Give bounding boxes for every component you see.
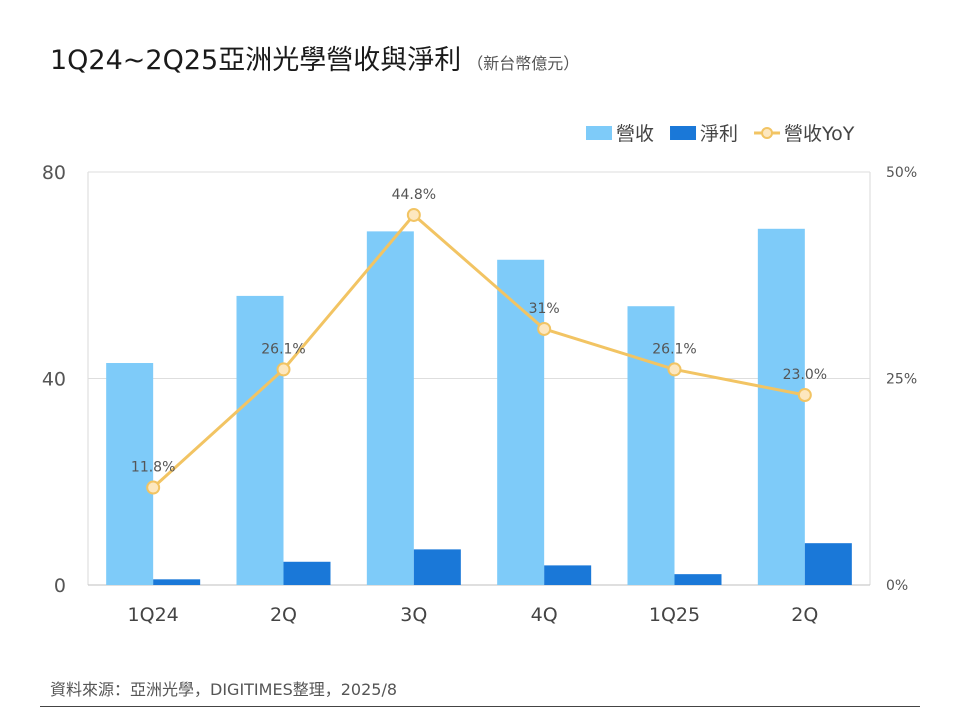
bar-net-income [804, 543, 852, 585]
bar-revenue [106, 363, 154, 585]
yoy-point [406, 207, 421, 222]
bar-revenue [627, 306, 675, 585]
yoy-data-label: 31% [529, 301, 560, 317]
bar-revenue [497, 259, 545, 585]
bar-net-income [544, 565, 592, 585]
right-axis-tick-label: 25% [886, 372, 917, 388]
yoy-point [276, 362, 291, 377]
chart-title-text: 1Q24~2Q25亞洲光學營收與淨利 [50, 45, 462, 76]
legend-label: 營收YoY [784, 123, 855, 145]
right-axis-tick-label: 50% [886, 165, 917, 181]
bar-revenue [366, 231, 414, 585]
bar-net-income [674, 574, 722, 585]
legend: 營收 淨利 營收YoY [586, 123, 855, 145]
left-axis-tick-label: 0 [54, 575, 66, 597]
yoy-data-label: 26.1% [261, 341, 305, 357]
bar-net-income [283, 561, 331, 585]
x-axis-tick-label: 2Q [791, 604, 818, 626]
legend-swatch [586, 126, 612, 140]
source-note: 資料來源：亞洲光學，DIGITIMES整理，2025/8 [50, 680, 398, 699]
yoy-data-label: 11.8% [131, 460, 175, 476]
x-axis-tick-label: 3Q [400, 604, 427, 626]
yoy-data-label: 44.8% [392, 187, 436, 203]
legend-swatch [670, 126, 697, 140]
yoy-line [152, 213, 806, 489]
left-axis-tick-label: 80 [42, 162, 66, 184]
bar-net-income [413, 549, 461, 585]
x-axis-tick-label: 1Q25 [649, 604, 700, 626]
grid-lines [87, 171, 871, 586]
yoy-data-label: 23.0% [783, 367, 827, 383]
x-axis-tick-label: 2Q [270, 604, 297, 626]
x-axis-tick-label: 1Q24 [128, 604, 179, 626]
yoy-data-label: 26.1% [652, 341, 696, 357]
axes: 0 40 80 0% 25% 50% 1Q24 2Q 3Q 4Q 1Q25 2Q [42, 162, 917, 626]
bottom-divider [40, 706, 920, 707]
legend-label: 營收 [616, 123, 654, 145]
yoy-point [797, 388, 812, 403]
bar-series [106, 228, 852, 585]
legend-marker [761, 127, 774, 139]
combo-chart: 11.8% 26.1% 44.8% 31% 26.1% 23.0% 0 40 80 0% 25% 5… [42, 123, 917, 626]
legend-label: 淨利 [700, 123, 738, 145]
chart-title: 1Q24~2Q25亞洲光學營收與淨利 （新台幣億元） [50, 38, 579, 77]
left-axis-tick-label: 40 [42, 369, 66, 391]
bar-revenue [236, 295, 284, 585]
yoy-line-series: 11.8% 26.1% 44.8% 31% 26.1% 23.0% [131, 187, 827, 495]
yoy-point [537, 321, 552, 336]
yoy-point [146, 480, 161, 495]
right-axis-tick-label: 0% [886, 578, 908, 594]
yoy-point [667, 362, 682, 377]
bar-net-income [153, 579, 201, 585]
chart-subtitle: （新台幣億元） [467, 54, 580, 73]
bar-revenue [757, 228, 805, 585]
x-axis-tick-label: 4Q [531, 604, 558, 626]
